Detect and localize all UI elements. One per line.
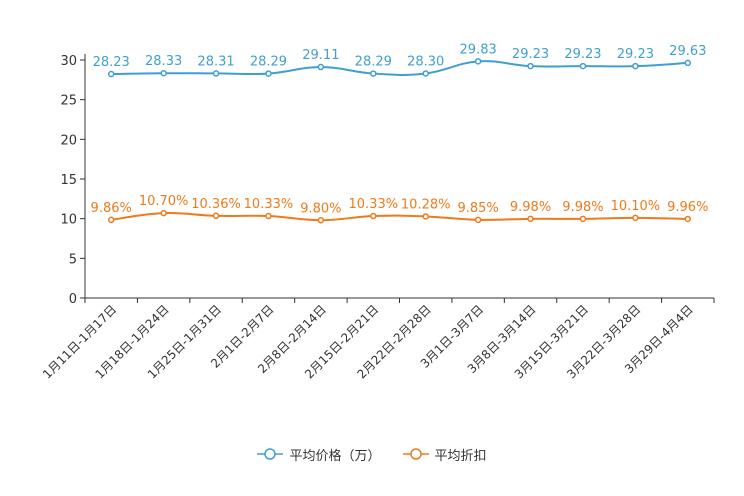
data-label: 29.23 <box>512 47 549 62</box>
data-label: 29.11 <box>302 48 339 63</box>
line-chart: 0510152025301月11日-1月17日1月18日-1月24日1月25日-… <box>40 42 715 382</box>
data-label: 10.28% <box>401 197 451 212</box>
data-label: 28.33 <box>145 54 182 69</box>
data-label: 10.33% <box>349 197 399 212</box>
data-label: 10.70% <box>139 194 189 209</box>
y-tick-label: 10 <box>60 213 77 228</box>
data-label: 9.96% <box>667 200 708 215</box>
data-point <box>265 212 272 220</box>
data-label: 28.29 <box>250 55 287 70</box>
y-tick-label: 15 <box>60 173 77 188</box>
legend-item-discount[interactable]: 平均折扣 <box>402 445 487 464</box>
data-label: 9.85% <box>457 201 498 216</box>
data-label: 28.30 <box>407 54 444 69</box>
data-point <box>107 70 115 78</box>
data-label: 9.98% <box>510 200 551 215</box>
data-point <box>212 70 220 77</box>
data-label: 28.29 <box>355 55 392 70</box>
legend-discount-label: 平均折扣 <box>434 448 487 464</box>
data-label: 29.23 <box>564 47 601 62</box>
legend-price-marker-icon <box>257 448 284 460</box>
data-point <box>474 58 482 65</box>
data-point <box>160 69 167 77</box>
y-tick-label: 25 <box>60 94 77 109</box>
data-point <box>579 62 587 70</box>
data-label: 10.10% <box>611 199 661 214</box>
y-tick-label: 5 <box>69 252 77 267</box>
data-point <box>160 209 167 217</box>
data-point <box>527 215 534 223</box>
data-point <box>317 63 325 71</box>
y-tick-label: 0 <box>69 292 77 307</box>
data-label: 29.23 <box>617 47 654 62</box>
data-point <box>527 62 534 70</box>
data-label: 29.63 <box>669 44 706 59</box>
data-label: 10.33% <box>244 197 294 212</box>
data-point <box>474 216 482 224</box>
data-point <box>107 216 115 224</box>
data-label: 9.86% <box>91 201 132 216</box>
data-label: 9.98% <box>562 200 603 215</box>
data-label: 28.31 <box>197 54 234 69</box>
series-line-0 <box>111 60 688 76</box>
data-label: 29.83 <box>460 42 497 57</box>
legend: 平均价格（万） 平均折扣 <box>0 444 744 464</box>
data-point <box>579 215 587 223</box>
data-point <box>265 70 272 77</box>
data-label: 28.23 <box>93 55 130 70</box>
y-tick-label: 30 <box>60 54 77 69</box>
data-point <box>684 215 692 223</box>
data-label: 9.80% <box>300 201 341 216</box>
data-point <box>317 217 325 224</box>
y-tick-label: 20 <box>60 133 77 148</box>
series-line-1 <box>111 211 688 222</box>
data-point <box>370 212 377 220</box>
data-point <box>684 59 692 67</box>
data-point <box>422 70 429 77</box>
legend-price-label: 平均价格（万） <box>289 448 381 464</box>
data-point <box>212 212 220 220</box>
legend-item-price[interactable]: 平均价格（万） <box>257 445 381 464</box>
data-label: 10.36% <box>191 197 241 212</box>
data-point <box>632 214 639 222</box>
data-point <box>422 213 429 220</box>
data-point <box>370 70 377 77</box>
data-point <box>632 62 639 70</box>
legend-discount-marker-icon <box>402 448 429 460</box>
